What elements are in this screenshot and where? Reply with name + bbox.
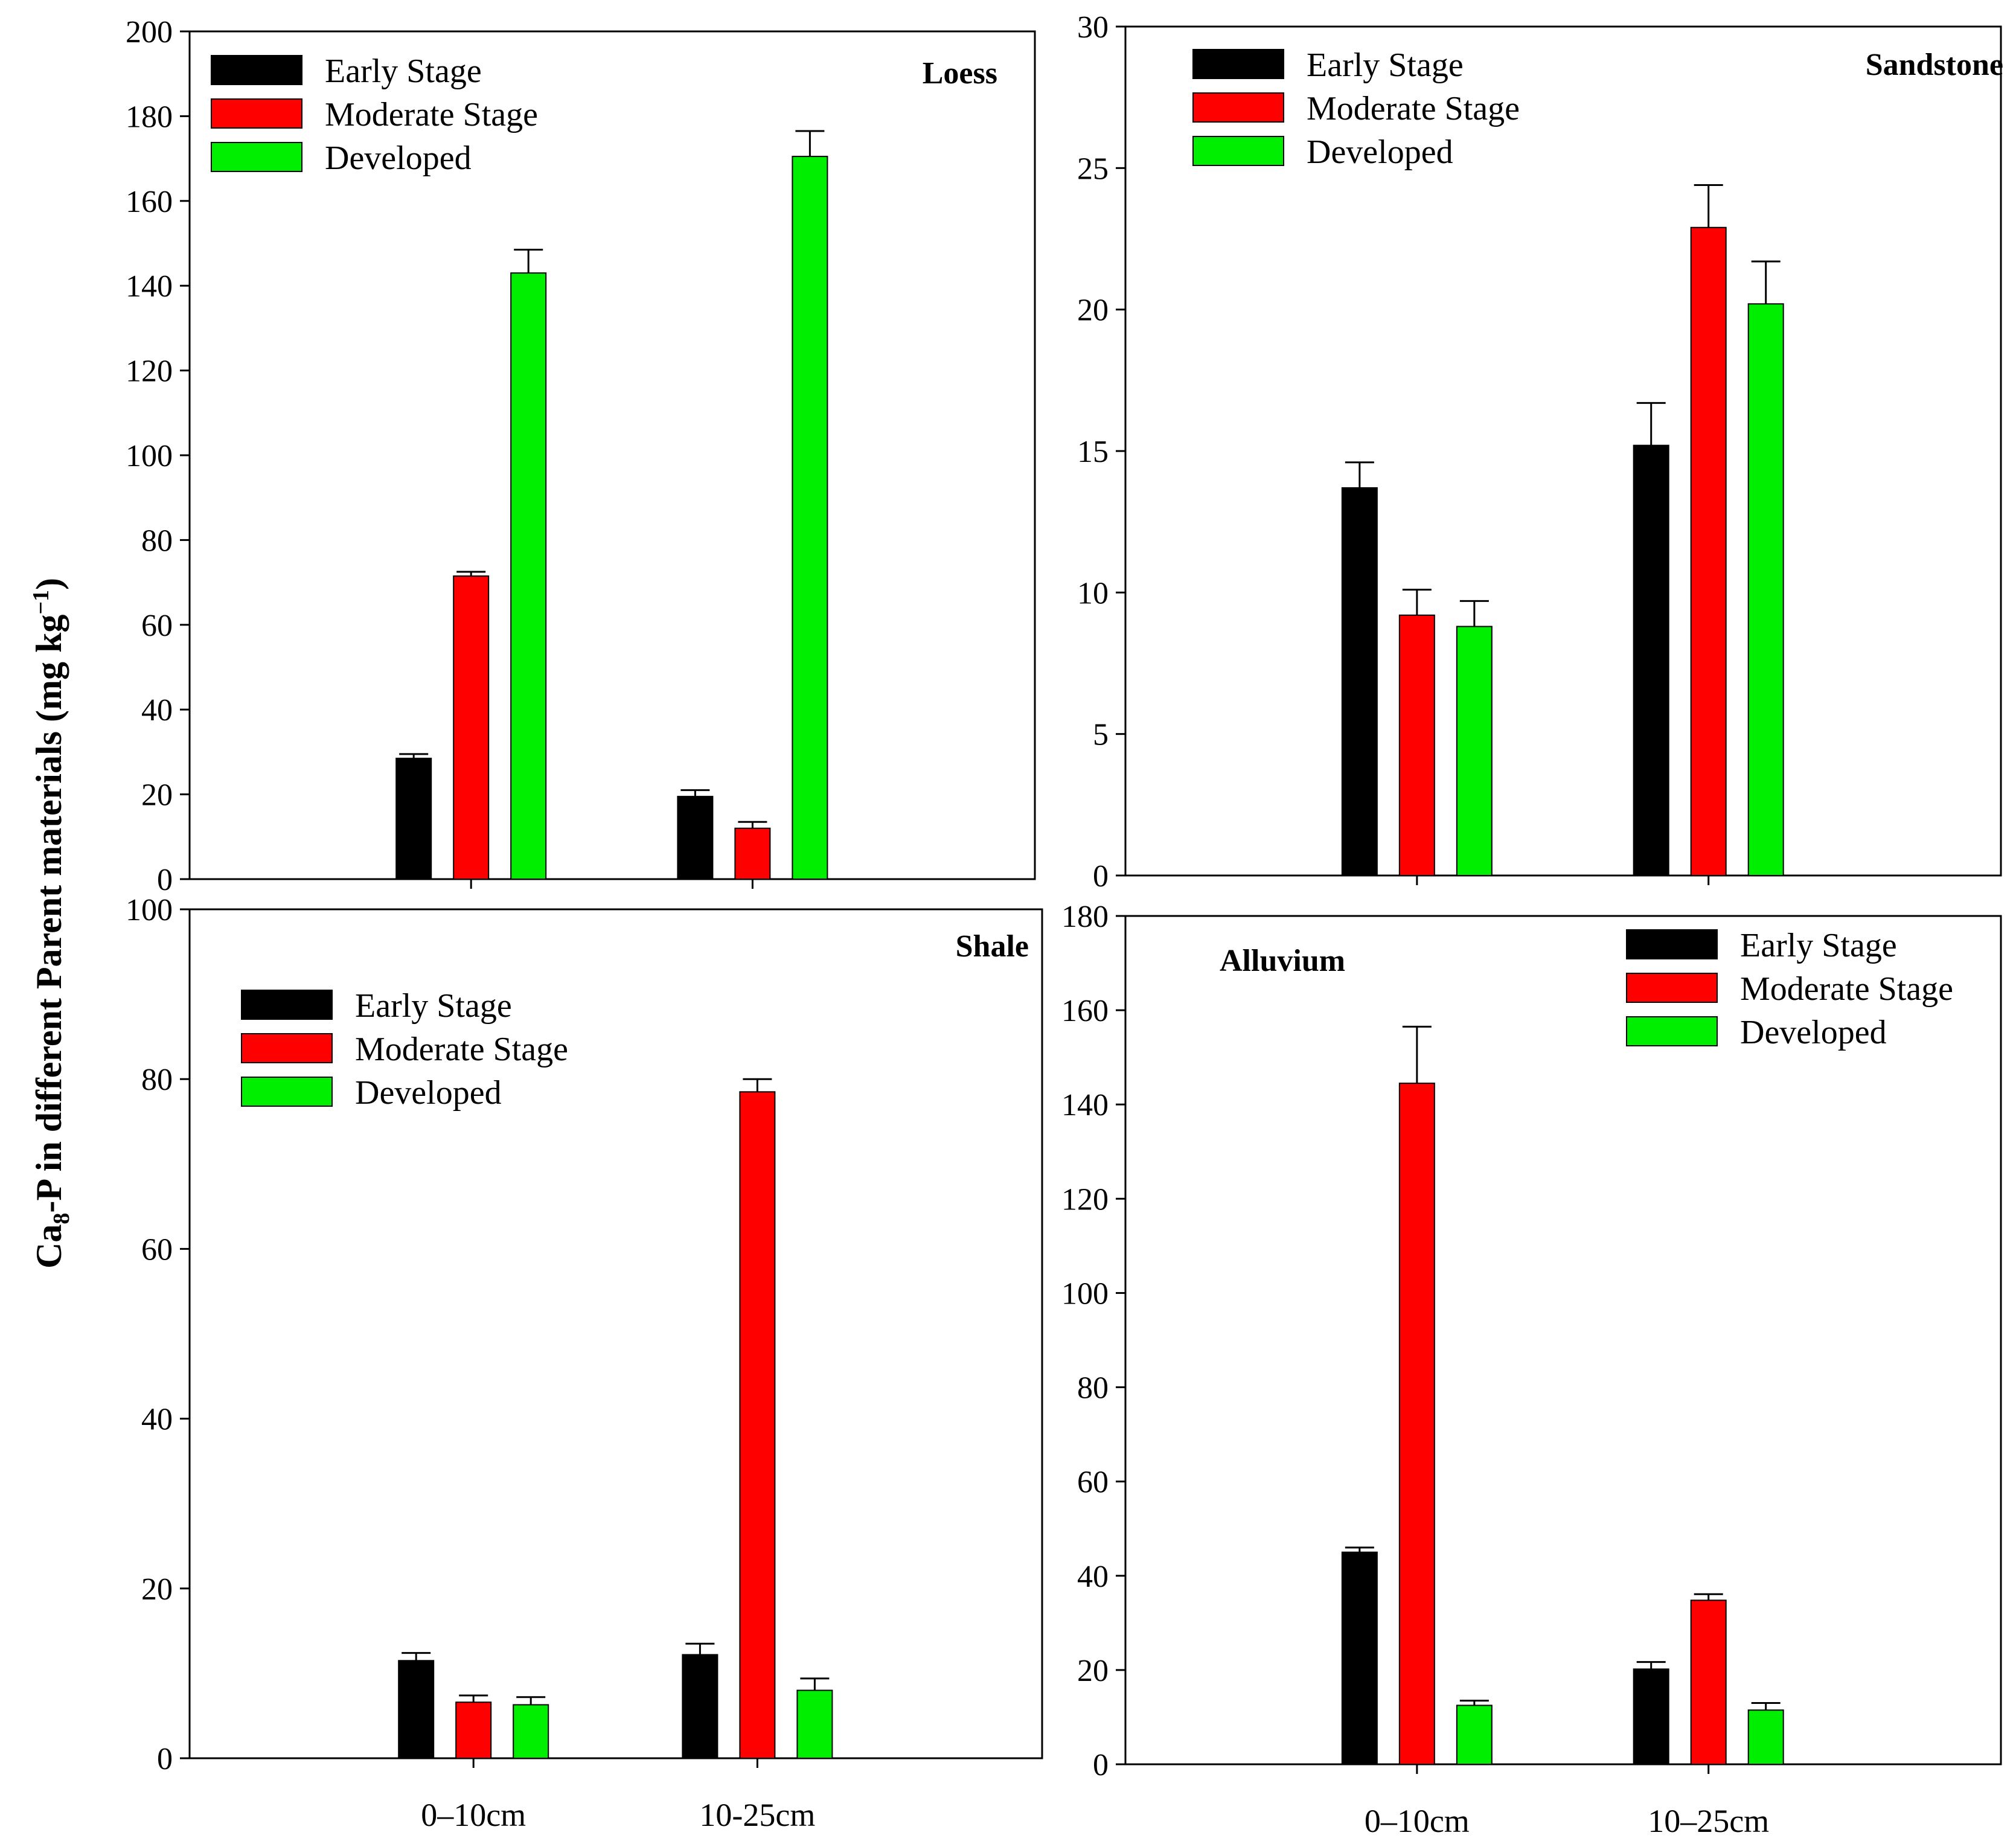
alluvium-y-tick-label: 40 xyxy=(1077,1560,1109,1594)
shale-legend-label-early-stage: Early Stage xyxy=(355,987,512,1025)
alluvium-legend-label-moderate-stage: Moderate Stage xyxy=(1740,970,1953,1008)
alluvium-legend-swatch-developed xyxy=(1626,1016,1718,1046)
loess-y-tick-label: 120 xyxy=(126,354,173,389)
loess-legend-label-developed: Developed xyxy=(325,139,472,177)
alluvium-category-label: 10–25cm xyxy=(1648,1803,1769,1839)
loess-legend-swatch-developed xyxy=(211,142,302,172)
alluvium-plot-frame xyxy=(1124,915,2002,1765)
shale-legend-label-moderate-stage: Moderate Stage xyxy=(355,1031,568,1068)
alluvium-bar-developed-2 xyxy=(1747,1709,1784,1765)
shale-category-label: 10-25cm xyxy=(699,1797,815,1833)
loess-y-tick-label: 0 xyxy=(157,863,173,897)
shale-y-tick-label: 100 xyxy=(126,893,173,927)
alluvium-bar-moderate-stage-2 xyxy=(1690,1599,1727,1765)
alluvium-bar-early-stage-2 xyxy=(1633,1668,1669,1765)
sandstone-bar-developed-1 xyxy=(1456,626,1493,877)
sandstone-y-tick-label: 10 xyxy=(1077,576,1109,610)
alluvium-y-tick-label: 100 xyxy=(1061,1276,1109,1311)
loess-bar-developed-2 xyxy=(792,156,828,880)
shale-plot-frame xyxy=(188,908,1043,1759)
chart-panel-shale: 0 20 40 60 80 100 0–10cm 10-25cm Early Stage Mode… xyxy=(126,893,1043,1833)
alluvium-legend-label-early-stage: Early Stage xyxy=(1740,927,1897,964)
sandstone-y-tick-label: 25 xyxy=(1077,152,1109,186)
alluvium-y-tick-label: 60 xyxy=(1077,1465,1109,1500)
chart-panel-sandstone: 0 5 10 15 20 25 30 Early Stage Moderate Stage Dev… xyxy=(1077,10,2003,894)
loess-legend-label-moderate-stage: Moderate Stage xyxy=(325,96,538,133)
chart-panel-alluvium: 0 20 40 60 80 100 120 140 160 180 0–10cm 10–25cm Ear… xyxy=(1061,900,2002,1839)
alluvium-category-label: 0–10cm xyxy=(1365,1803,1470,1839)
loess-bar-moderate-stage-1 xyxy=(453,575,490,880)
alluvium-legend-swatch-moderate-stage xyxy=(1626,973,1718,1003)
shale-y-tick-label: 0 xyxy=(157,1742,173,1776)
sandstone-y-tick-label: 30 xyxy=(1077,10,1109,45)
loess-bar-early-stage-1 xyxy=(395,757,432,880)
sandstone-y-tick-label: 15 xyxy=(1077,435,1109,469)
sandstone-legend-swatch-early-stage xyxy=(1192,49,1284,79)
loess-bar-developed-1 xyxy=(510,272,547,880)
shale-y-tick-label: 40 xyxy=(141,1403,173,1437)
sandstone-legend-swatch-developed xyxy=(1192,136,1284,166)
shale-y-tick-label: 80 xyxy=(141,1063,173,1097)
sandstone-y-tick-label: 5 xyxy=(1093,718,1109,752)
alluvium-y-tick-label: 0 xyxy=(1093,1748,1109,1782)
shale-legend-swatch-moderate-stage xyxy=(241,1033,333,1063)
shale-bar-moderate-stage-2 xyxy=(739,1091,776,1759)
alluvium-y-tick-label: 160 xyxy=(1061,994,1109,1028)
alluvium-y-tick-label: 80 xyxy=(1077,1371,1109,1406)
loess-y-tick-label: 140 xyxy=(126,269,173,304)
alluvium-y-tick-label: 180 xyxy=(1061,900,1109,934)
sandstone-legend-swatch-moderate-stage xyxy=(1192,92,1284,123)
alluvium-bar-developed-1 xyxy=(1456,1705,1493,1765)
loess-y-tick-label: 60 xyxy=(141,609,173,643)
alluvium-y-tick-label: 20 xyxy=(1077,1654,1109,1688)
sandstone-bar-early-stage-2 xyxy=(1633,444,1669,876)
alluvium-bar-early-stage-1 xyxy=(1341,1551,1378,1765)
sandstone-bar-moderate-stage-1 xyxy=(1398,614,1435,876)
alluvium-legend-label-developed: Developed xyxy=(1740,1014,1887,1051)
alluvium-y-tick-label: 140 xyxy=(1061,1088,1109,1122)
sandstone-bar-moderate-stage-2 xyxy=(1690,226,1727,877)
loess-y-tick-label: 160 xyxy=(126,185,173,219)
loess-y-tick-label: 100 xyxy=(126,439,173,473)
loess-y-tick-label: 180 xyxy=(126,100,173,134)
loess-y-tick-label: 20 xyxy=(141,778,173,813)
shale-bar-developed-1 xyxy=(513,1704,549,1759)
loess-legend-label-early-stage: Early Stage xyxy=(325,53,482,90)
shale-bar-early-stage-1 xyxy=(398,1660,435,1759)
shale-y-tick-label: 20 xyxy=(141,1572,173,1607)
shale-legend-swatch-developed xyxy=(241,1077,333,1107)
shale-bar-moderate-stage-1 xyxy=(455,1701,492,1759)
shale-bar-early-stage-2 xyxy=(682,1654,718,1759)
shale-legend-swatch-early-stage xyxy=(241,990,333,1020)
sandstone-legend-label-developed: Developed xyxy=(1307,133,1453,171)
loess-bar-early-stage-2 xyxy=(677,796,714,880)
shale-panel-title: Shale xyxy=(956,929,1029,964)
loess-legend-swatch-moderate-stage xyxy=(211,98,302,129)
loess-panel-title: Loess xyxy=(923,56,997,91)
sandstone-panel-title: Sandstone xyxy=(1866,48,2003,82)
shale-legend-label-developed: Developed xyxy=(355,1074,502,1112)
loess-y-tick-label: 200 xyxy=(126,15,173,50)
shale-bar-developed-2 xyxy=(796,1689,833,1759)
alluvium-panel-title: Alluvium xyxy=(1220,944,1345,978)
loess-bar-moderate-stage-2 xyxy=(734,827,771,880)
alluvium-legend-swatch-early-stage xyxy=(1626,929,1718,959)
loess-y-tick-label: 40 xyxy=(141,693,173,728)
loess-legend-swatch-early-stage xyxy=(211,55,302,85)
sandstone-y-tick-label: 0 xyxy=(1093,859,1109,894)
sandstone-y-tick-label: 20 xyxy=(1077,293,1109,328)
sandstone-legend-label-early-stage: Early Stage xyxy=(1307,46,1464,84)
chart-panel-loess: 0 20 40 60 80 100 120 140 160 180 200 Early Stage Mo… xyxy=(126,15,1036,897)
loess-plot-frame xyxy=(188,30,1036,880)
shale-category-label: 0–10cm xyxy=(421,1797,526,1833)
alluvium-y-tick-label: 120 xyxy=(1061,1182,1109,1217)
sandstone-bar-early-stage-1 xyxy=(1341,487,1378,876)
shale-y-tick-label: 60 xyxy=(141,1232,173,1267)
sandstone-bar-developed-2 xyxy=(1747,303,1784,876)
sandstone-legend-label-moderate-stage: Moderate Stage xyxy=(1307,90,1520,127)
loess-y-tick-label: 80 xyxy=(141,523,173,558)
alluvium-bar-moderate-stage-1 xyxy=(1398,1083,1435,1765)
